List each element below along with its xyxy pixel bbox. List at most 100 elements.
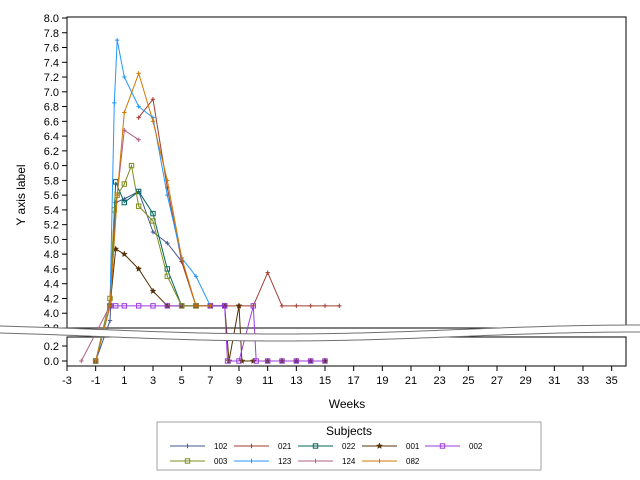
y-tick-label: 5.8 xyxy=(44,175,59,187)
y-tick-label: 8.0 xyxy=(44,13,59,25)
y-tick-label: 4.0 xyxy=(44,308,59,320)
legend-label: 002 xyxy=(469,442,483,451)
x-tick-label: 29 xyxy=(520,375,532,387)
data-point xyxy=(294,303,299,309)
legend-item-001: 001 xyxy=(362,442,420,451)
y-tick-label: 6.0 xyxy=(44,161,59,173)
data-point xyxy=(179,255,184,261)
x-tick-label: 1 xyxy=(121,375,127,387)
x-tick-label: 35 xyxy=(606,375,618,387)
y-tick-label: 7.8 xyxy=(44,28,59,40)
data-point xyxy=(164,273,171,280)
data-point xyxy=(184,458,191,464)
x-axis-title: Weeks xyxy=(329,397,365,411)
series-line xyxy=(95,163,196,362)
data-point xyxy=(149,287,157,295)
y-tick-label: 6.4 xyxy=(44,131,59,143)
x-tick-label: 3 xyxy=(150,375,156,387)
data-point xyxy=(224,358,231,364)
legend-items: 102 021 022 001 002 003 123 124 082 xyxy=(170,442,483,466)
data-point xyxy=(165,192,170,198)
data-point xyxy=(250,303,257,309)
legend-item-124: 124 xyxy=(298,457,356,466)
data-point xyxy=(264,358,271,364)
data-point xyxy=(312,443,319,449)
y-tick-label: 5.6 xyxy=(44,190,59,202)
data-point xyxy=(107,303,113,309)
data-point xyxy=(150,119,156,124)
upper-plot-frame xyxy=(66,16,627,329)
axis-break-group xyxy=(0,324,640,342)
y-tick-label: 0.2 xyxy=(44,341,59,353)
x-tick-label: 23 xyxy=(434,375,446,387)
legend-item-123: 123 xyxy=(234,457,292,466)
data-point xyxy=(322,303,328,309)
data-point xyxy=(193,303,199,309)
series-group xyxy=(79,37,342,364)
y-tick-label: 5.0 xyxy=(44,234,59,246)
legend-item-003: 003 xyxy=(170,457,228,466)
y-tick-label: 4.4 xyxy=(44,279,59,291)
series-082 xyxy=(93,71,213,364)
legend-item-021: 021 xyxy=(234,442,292,451)
data-point xyxy=(135,203,142,209)
data-point xyxy=(150,210,156,217)
legend-title: Subjects xyxy=(326,424,372,438)
data-point xyxy=(120,250,128,258)
legend-label: 001 xyxy=(406,442,420,451)
x-tick-label: 15 xyxy=(319,375,331,387)
data-point xyxy=(253,358,259,364)
y-tick-label: 0.0 xyxy=(44,356,59,368)
series-line xyxy=(95,71,211,362)
data-point xyxy=(150,218,156,224)
data-point xyxy=(113,303,119,309)
axis-break-line-top xyxy=(0,324,640,335)
y-axis-title: Y axis label xyxy=(14,164,28,225)
legend-label: 003 xyxy=(214,457,228,466)
legend-frame xyxy=(156,421,542,471)
data-point xyxy=(265,270,270,275)
data-point xyxy=(150,229,156,235)
data-point xyxy=(122,110,127,115)
y-tick-label: 5.2 xyxy=(44,220,59,232)
data-point xyxy=(114,192,120,198)
x-tick-label: 13 xyxy=(290,375,302,387)
axis-break-line-bottom xyxy=(0,331,640,342)
data-point xyxy=(279,358,285,364)
data-point xyxy=(249,357,257,364)
data-point xyxy=(135,303,142,309)
x-tick-label: 11 xyxy=(262,375,273,387)
x-tick-label: 5 xyxy=(179,375,185,387)
data-point xyxy=(165,240,170,246)
data-point xyxy=(221,303,228,309)
data-point xyxy=(208,303,213,309)
y-tick-label: 6.6 xyxy=(44,116,59,128)
data-point xyxy=(93,358,98,364)
data-point xyxy=(165,178,170,183)
data-point xyxy=(122,74,127,80)
data-point xyxy=(79,358,84,364)
legend-label: 102 xyxy=(214,442,228,451)
data-point xyxy=(322,358,328,364)
data-point xyxy=(249,458,254,464)
y-tick-label: 5.4 xyxy=(44,205,59,217)
data-point xyxy=(128,162,135,169)
legend: Subjects 102 021 022 001 002 003 123 124 082 xyxy=(156,421,542,471)
data-point xyxy=(114,37,120,43)
y-tick-label: 4.2 xyxy=(44,293,59,305)
data-point xyxy=(236,358,242,364)
data-point xyxy=(107,318,113,323)
data-point xyxy=(121,303,128,309)
data-point xyxy=(136,104,141,109)
legend-item-022: 022 xyxy=(298,442,356,451)
legend-label: 124 xyxy=(342,457,356,466)
data-point xyxy=(136,115,141,120)
data-point xyxy=(164,303,171,309)
y-tick-label: 7.0 xyxy=(44,87,59,99)
y-tick-label: 7.4 xyxy=(44,57,59,69)
y-tick-label: 7.6 xyxy=(44,43,59,55)
data-point xyxy=(279,303,285,309)
